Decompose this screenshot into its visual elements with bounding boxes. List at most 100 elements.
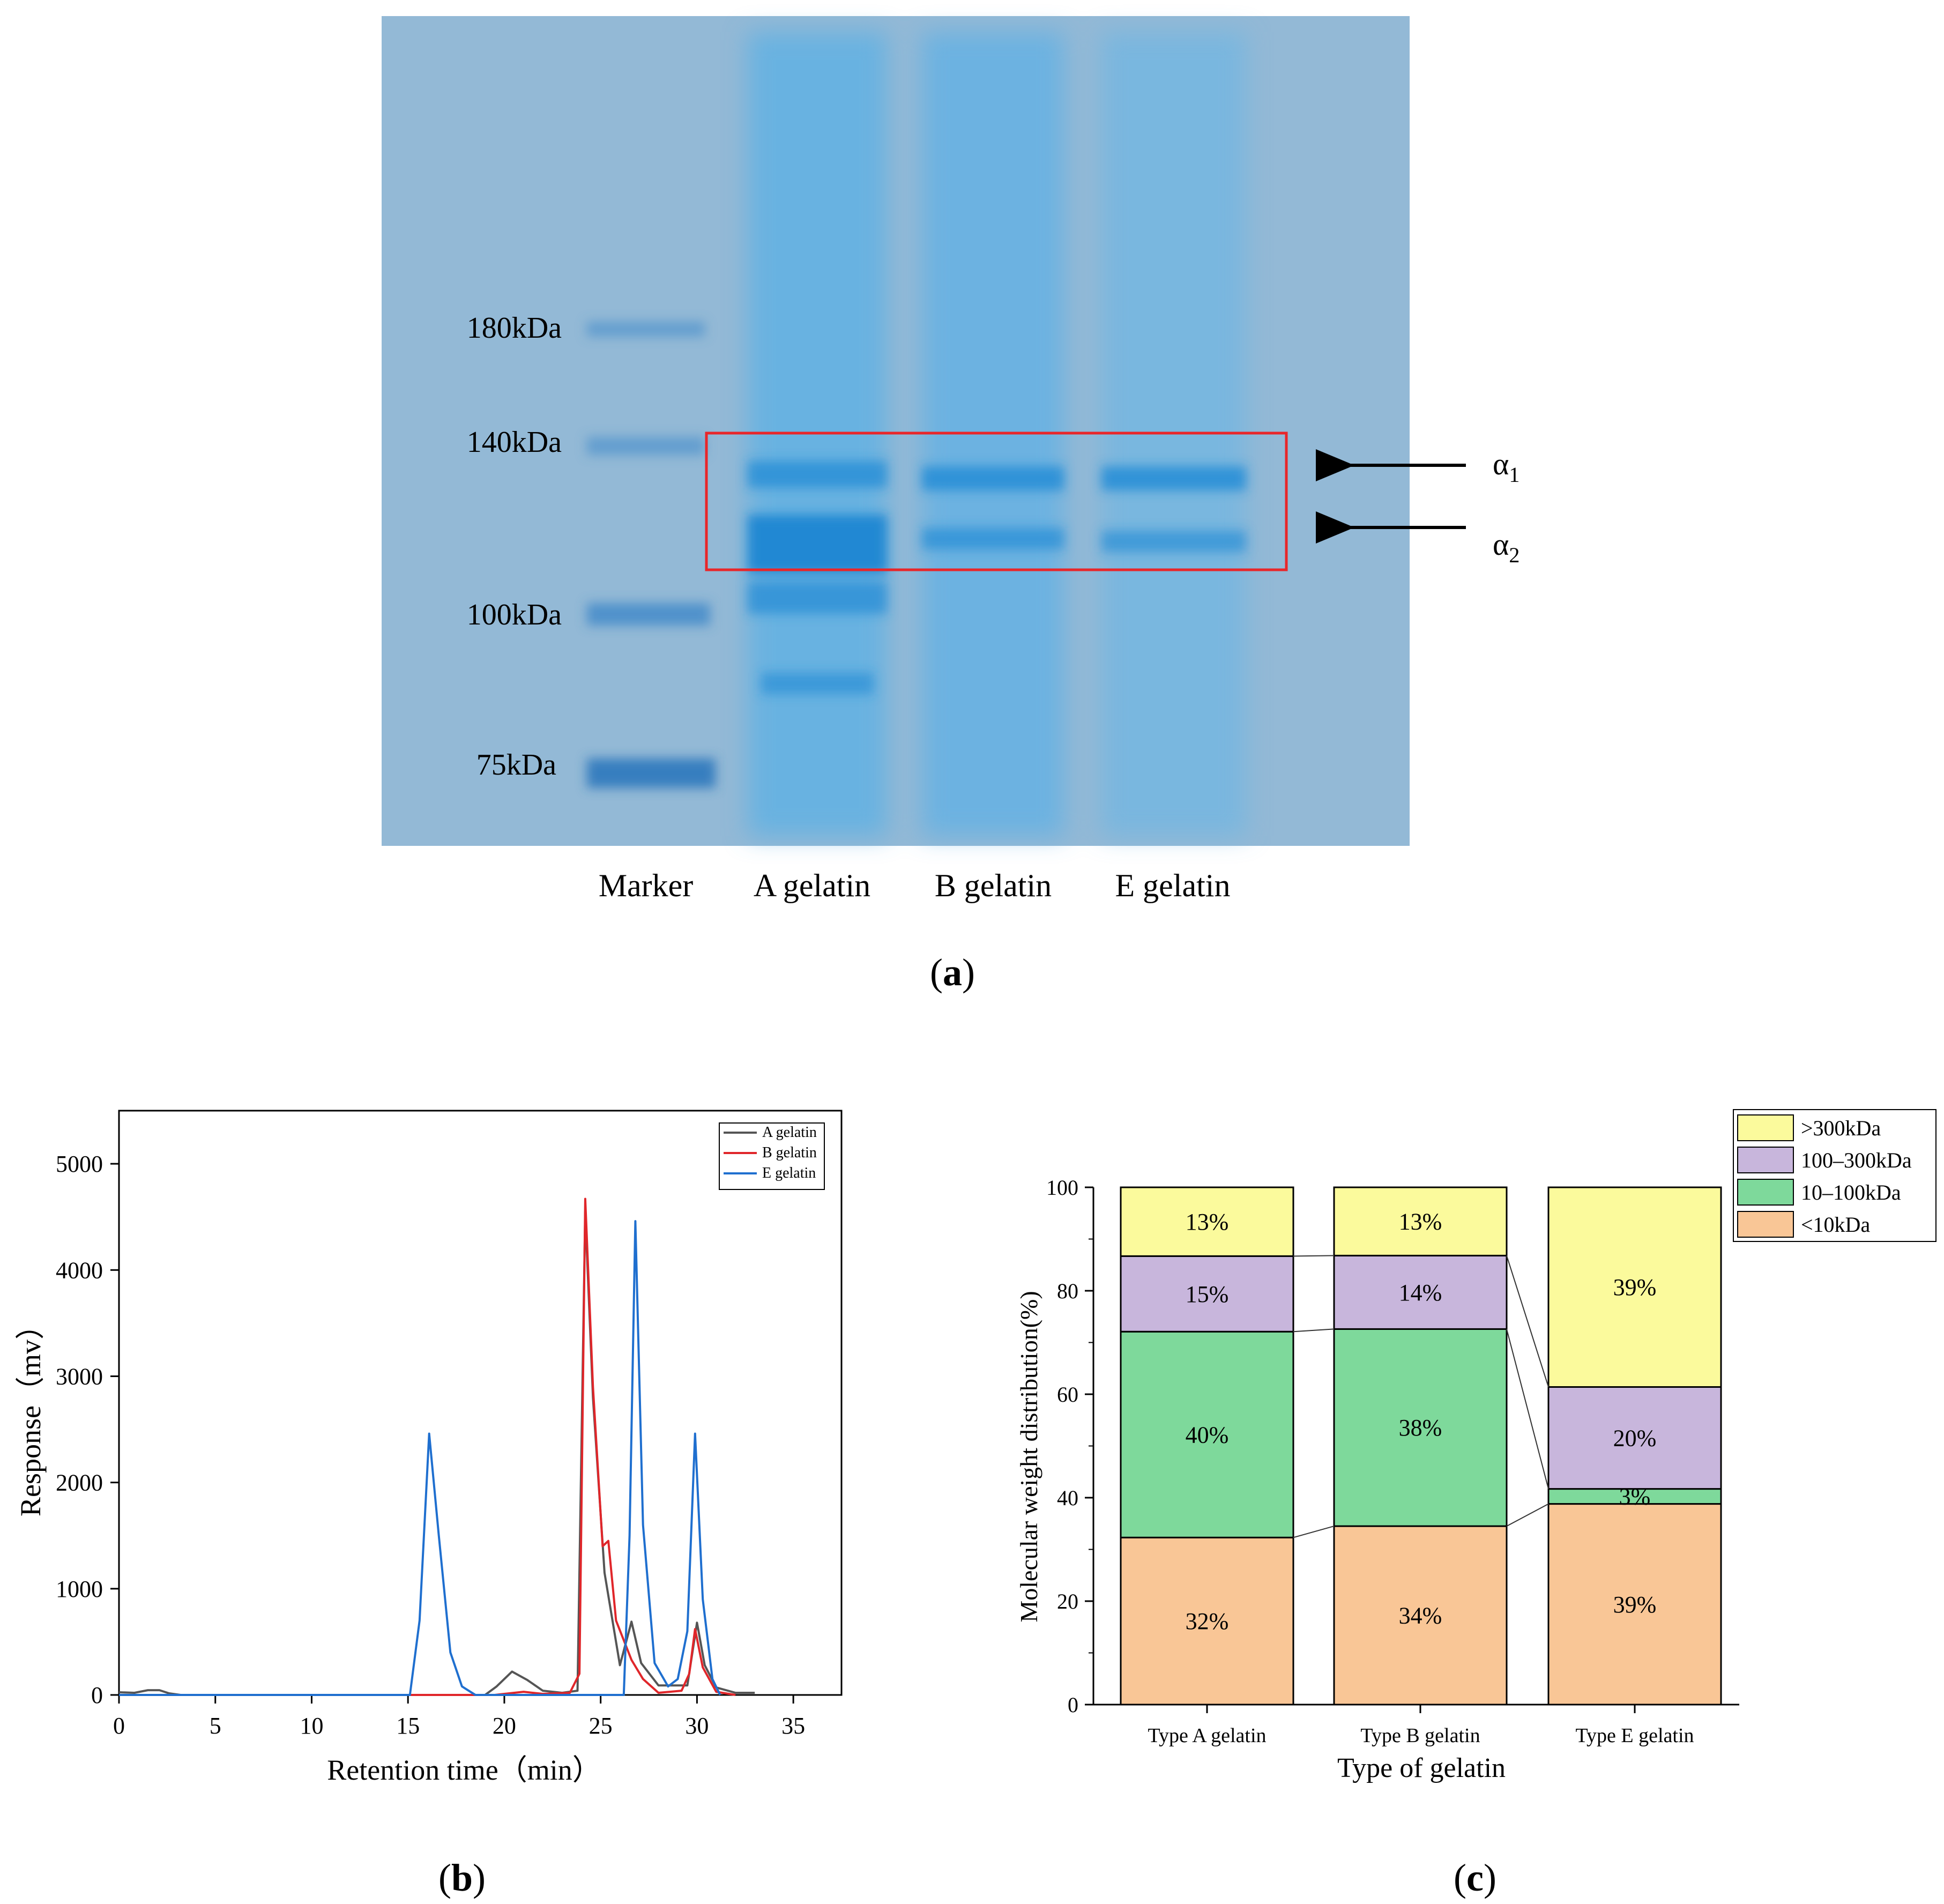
- legend-swatch: [1737, 1114, 1794, 1141]
- panel-a-caption: (a): [930, 951, 975, 994]
- connector-line: [1506, 1255, 1549, 1387]
- x-tick-label: 10: [300, 1713, 323, 1739]
- y-tick-label: 60: [1057, 1382, 1078, 1407]
- highlight-box: [705, 432, 1288, 571]
- lane-labels: Marker A gelatin B gelatin E gelatin: [599, 868, 1231, 903]
- b-alpha1-band: [922, 466, 1064, 490]
- bar-segment: [1120, 1186, 1294, 1257]
- data-label: 20%: [1613, 1425, 1657, 1452]
- x-axis-label: Type of gelatin: [1337, 1753, 1506, 1783]
- x-tick-label: 35: [781, 1713, 805, 1739]
- marker-band-140: [587, 437, 705, 455]
- legend-label: E gelatin: [762, 1165, 816, 1181]
- legend-swatch: [1737, 1179, 1794, 1206]
- x-tick-label: Type A gelatin: [1148, 1724, 1266, 1747]
- a-lower-band: [748, 582, 887, 614]
- y-tick-label: 40: [1057, 1486, 1078, 1510]
- panel-c: 0 20 40 60 80 100 32% 40% 15% 13% Type A gelatin 34…: [1015, 1109, 1936, 1899]
- legend-label: B gelatin: [762, 1144, 817, 1161]
- stacked-bar-chart: 0 20 40 60 80 100 32% 40% 15% 13% Type A gelatin 34…: [1015, 1109, 1936, 1783]
- plot-frame: [118, 1110, 843, 1696]
- series-line: [118, 1210, 755, 1696]
- x-tick-label: 5: [210, 1713, 221, 1739]
- bar-segment: [1333, 1186, 1508, 1256]
- bar-segment: [1547, 1386, 1722, 1490]
- x-tick-label: 0: [113, 1713, 125, 1739]
- y-tick-label: 3000: [56, 1363, 103, 1389]
- x-axis-label: Retention time（min）: [327, 1754, 601, 1786]
- y-tick-label: 80: [1057, 1279, 1078, 1303]
- e-alpha2-band: [1101, 531, 1246, 552]
- bar-segment: [1547, 1186, 1722, 1388]
- alpha1-label: α1: [1493, 447, 1520, 487]
- x-tick-label: 25: [589, 1713, 613, 1739]
- bar-segment: [1120, 1255, 1294, 1333]
- series-line: [119, 1198, 736, 1696]
- legend-label: 10–100kDa: [1801, 1180, 1901, 1204]
- a-alpha1-band: [748, 461, 887, 488]
- marker-label-75: 75kDa: [476, 748, 556, 782]
- y-tick-label: 4000: [56, 1257, 103, 1283]
- x-tick-label: Type E gelatin: [1575, 1724, 1694, 1747]
- bar-segment: [1333, 1254, 1508, 1330]
- lane-label-b: B gelatin: [935, 868, 1052, 903]
- data-label: 39%: [1613, 1591, 1657, 1618]
- lane-label-a: A gelatin: [754, 868, 870, 903]
- bar-segment: [1333, 1525, 1508, 1706]
- marker-label-100: 100kDa: [467, 598, 562, 631]
- a-alpha2-band: [748, 515, 887, 574]
- x-tick-label: 30: [685, 1713, 709, 1739]
- marker-label-140: 140kDa: [467, 426, 562, 459]
- marker-band-75: [587, 758, 716, 788]
- a-extra-band: [761, 673, 874, 694]
- connector-line: [1506, 1329, 1549, 1489]
- y-tick-label: 0: [91, 1682, 103, 1708]
- legend-swatch: [1737, 1147, 1794, 1173]
- legend-label: 100–300kDa: [1801, 1148, 1912, 1172]
- lane-label-e: E gelatin: [1115, 868, 1231, 903]
- bar-segment: [1120, 1330, 1294, 1538]
- y-tick-label: 0: [1068, 1693, 1078, 1717]
- marker-labels: 180kDa 140kDa 100kDa 75kDa: [467, 311, 562, 782]
- data-label: 34%: [1399, 1603, 1442, 1629]
- alpha2-label: α2: [1493, 527, 1520, 567]
- panel-a: 180kDa 140kDa 100kDa 75kDa Marker A gela…: [382, 16, 1520, 994]
- x-tick-label: Type B gelatin: [1360, 1724, 1480, 1747]
- legend-label: A gelatin: [762, 1124, 817, 1141]
- y-tick-label: 5000: [56, 1151, 103, 1177]
- lane-label-marker: Marker: [599, 868, 694, 903]
- y-tick-label: 100: [1046, 1176, 1078, 1200]
- panel-b: 0 5 10 15 20 25 30 35 0 1000 2000 3000 4000 5000 Reten…: [14, 1110, 843, 1899]
- connector-line: [1293, 1328, 1335, 1333]
- gel-bands: [587, 322, 1246, 788]
- legend-swatch: [1737, 1211, 1794, 1238]
- data-label: 38%: [1399, 1415, 1442, 1441]
- y-axis-label: Response（mv）: [14, 1311, 47, 1516]
- e-alpha1-band: [1101, 466, 1246, 490]
- legend-box: [719, 1122, 825, 1190]
- y-tick-label: 1000: [56, 1576, 103, 1602]
- connector-line: [1293, 1526, 1335, 1538]
- legend-label: <10kDa: [1801, 1213, 1870, 1237]
- data-label: 13%: [1399, 1209, 1442, 1235]
- chromatogram-plot: 0 5 10 15 20 25 30 35 0 1000 2000 3000 4000 5000 Reten…: [14, 1110, 843, 1786]
- data-label: 39%: [1613, 1274, 1657, 1300]
- x-tick-label: 20: [493, 1713, 516, 1739]
- connector-line: [1293, 1255, 1335, 1257]
- connector-line: [1506, 1503, 1549, 1527]
- marker-band-100: [587, 603, 710, 626]
- data-label: 32%: [1186, 1608, 1229, 1634]
- y-axis-label: Molecular weight distribution(%): [1015, 1291, 1042, 1622]
- bar-segment: [1120, 1536, 1294, 1706]
- data-label: 40%: [1186, 1422, 1229, 1448]
- y-tick-label: 20: [1057, 1589, 1078, 1613]
- data-label: 13%: [1186, 1209, 1229, 1235]
- marker-label-180: 180kDa: [467, 311, 562, 345]
- x-tick-label: 15: [396, 1713, 420, 1739]
- legend-label: >300kDa: [1801, 1116, 1881, 1140]
- alpha-arrows: α1 α2: [1316, 447, 1520, 567]
- b-alpha2-band: [922, 528, 1064, 549]
- marker-band-180: [587, 322, 705, 337]
- data-label: 15%: [1186, 1281, 1229, 1307]
